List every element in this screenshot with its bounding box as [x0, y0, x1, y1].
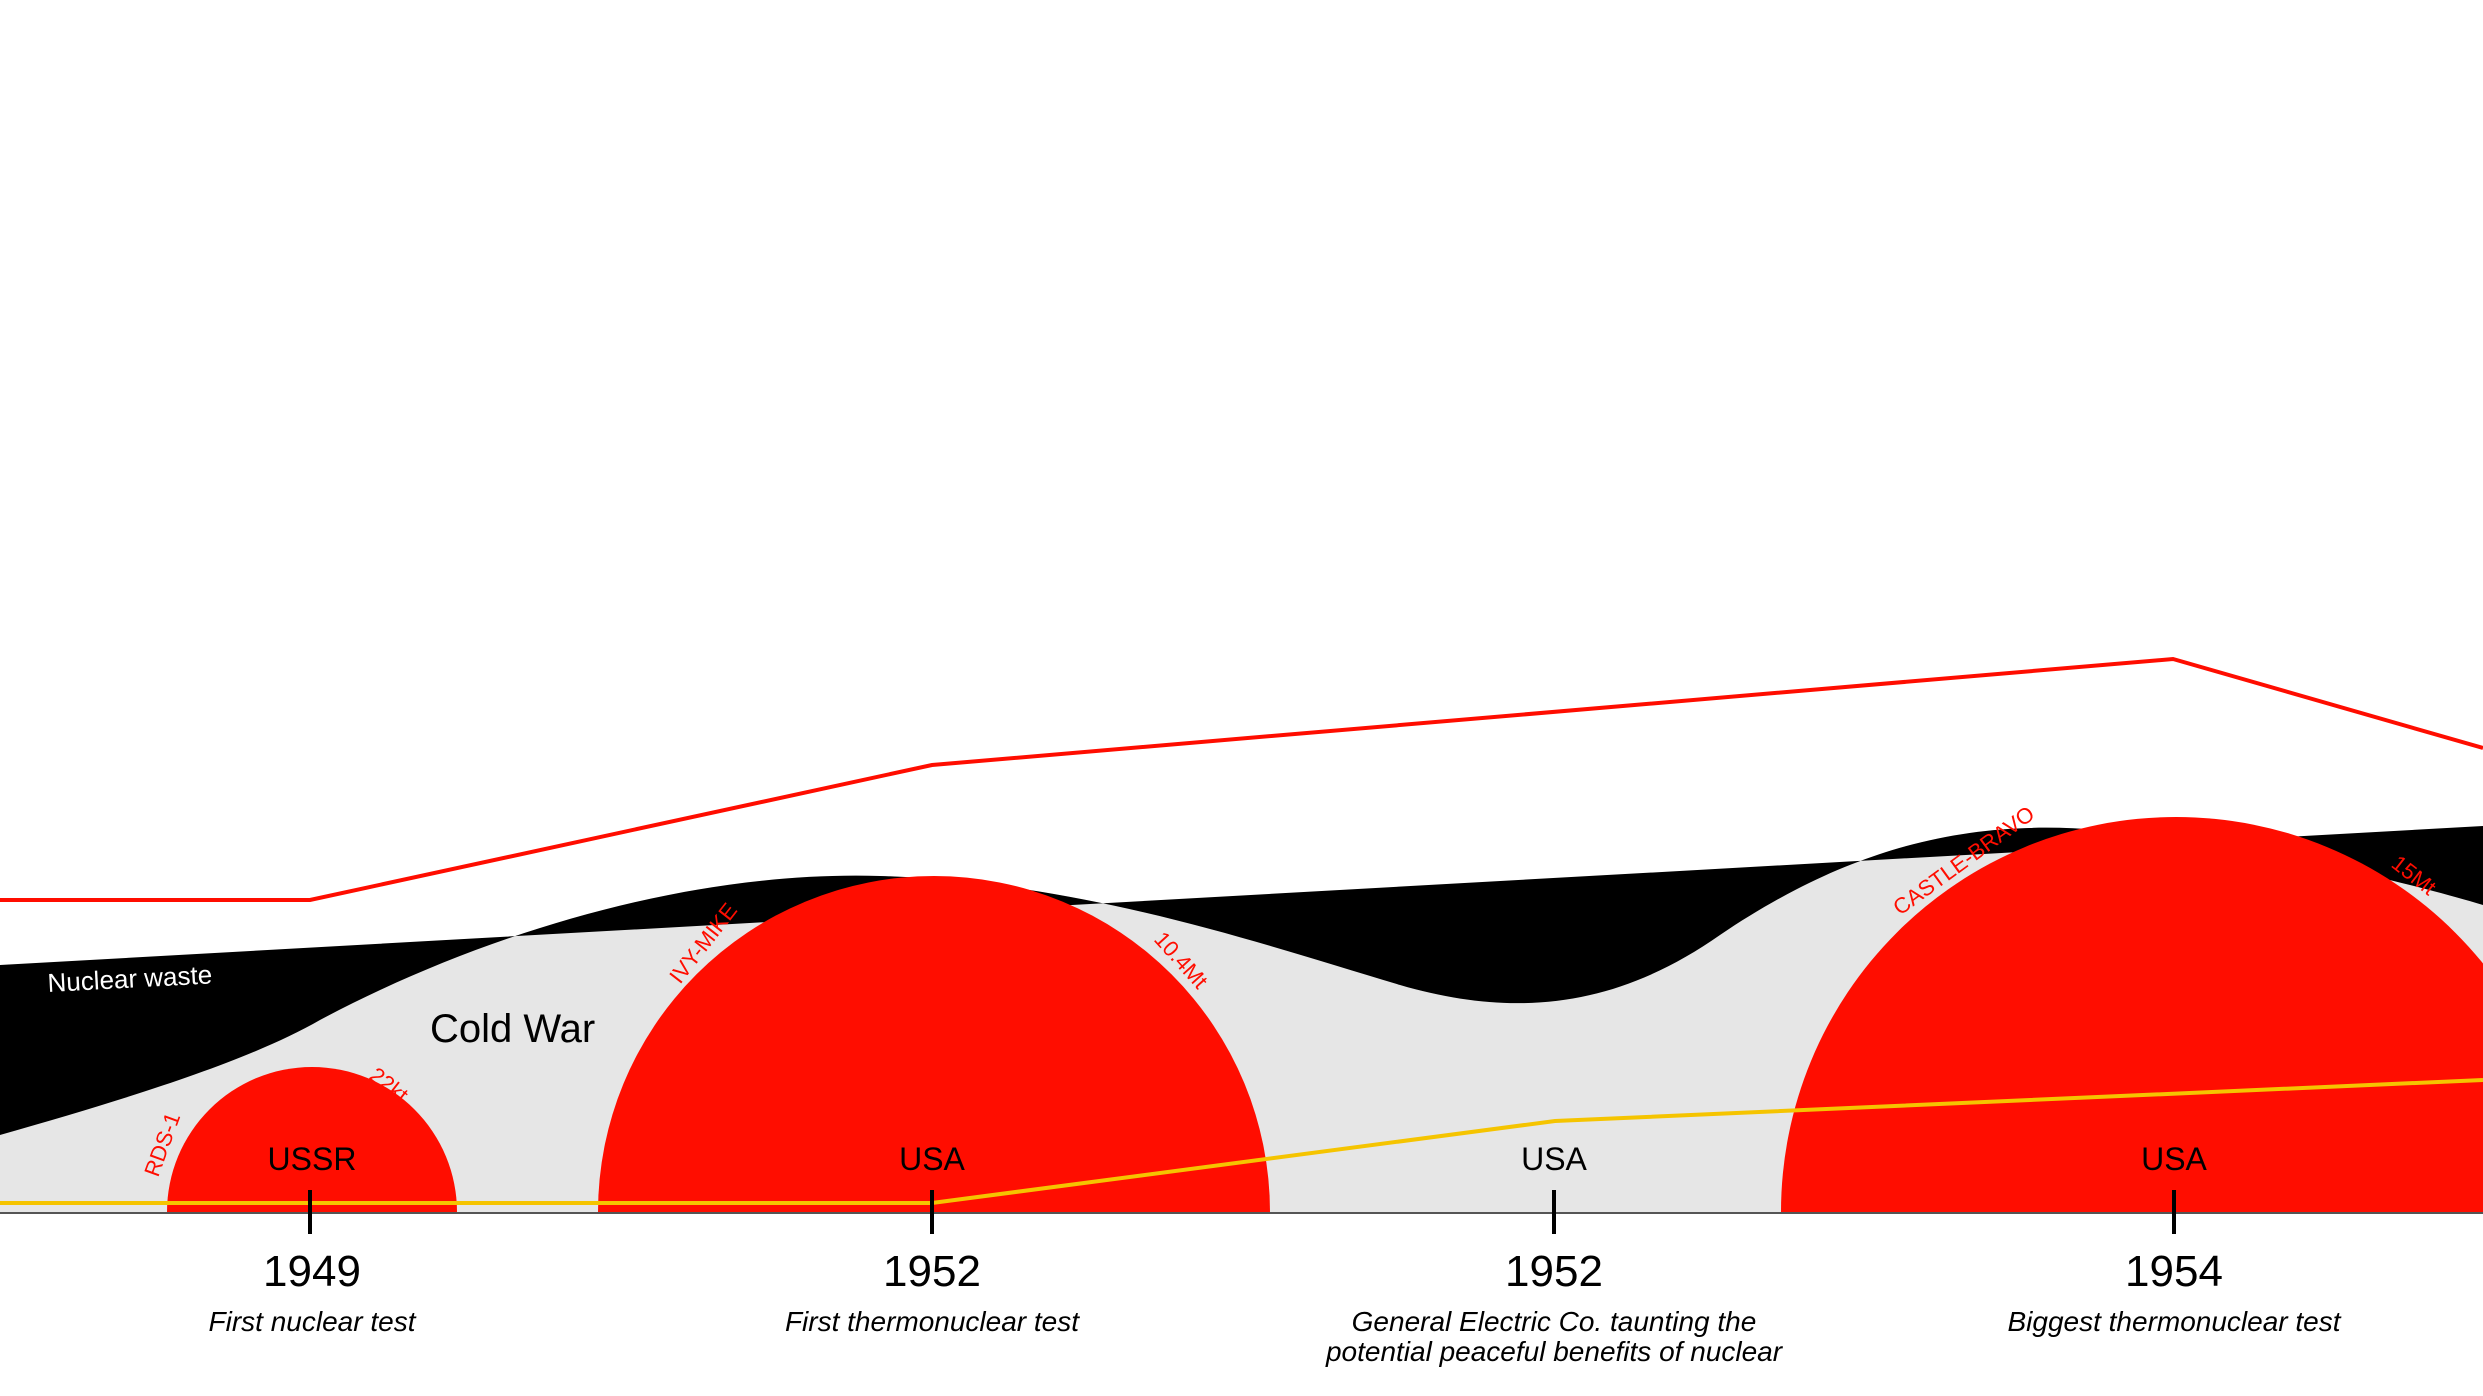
cold-war-label: Cold War: [430, 1007, 595, 1051]
event-caption: First thermonuclear test: [785, 1306, 1080, 1337]
event-caption: Biggest thermonuclear test: [2007, 1306, 2341, 1337]
test-circle-ivy-mike: [598, 876, 1270, 1212]
event-country: USSR: [268, 1141, 357, 1177]
event-country: USA: [2141, 1141, 2207, 1177]
event-caption: General Electric Co. taunting the: [1352, 1306, 1757, 1337]
event-year: 1952: [883, 1247, 981, 1296]
test-circle-castle-bravo: [1781, 817, 2483, 1212]
event-country: USA: [899, 1141, 965, 1177]
event-country: USA: [1521, 1141, 1587, 1177]
test-circle-rds-1: [167, 1067, 457, 1212]
red-trend-line: [0, 656, 2483, 902]
event-year: 1949: [263, 1247, 361, 1296]
event-caption: potential peaceful benefits of nuclear: [1325, 1336, 1784, 1367]
event-caption: First nuclear test: [209, 1306, 417, 1337]
event-year: 1954: [2125, 1247, 2223, 1296]
event-year: 1952: [1505, 1247, 1603, 1296]
yellow-trend-line: [0, 1078, 2483, 1205]
